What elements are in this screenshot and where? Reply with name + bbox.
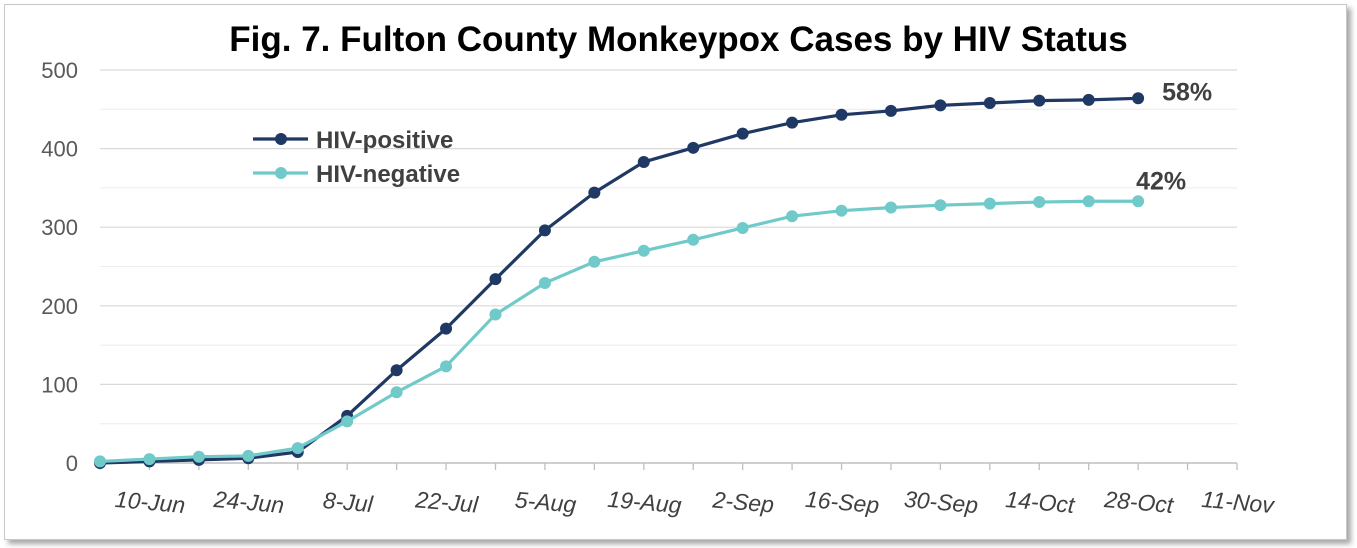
hiv-positive-point [538,224,551,237]
hiv-positive-point [983,97,996,110]
hiv-negative-line [99,199,1139,464]
hiv-negative-point [1033,196,1046,209]
hiv-positive-point [736,127,749,140]
hiv-negative-point [242,449,255,462]
hiv-negative-point [143,453,156,466]
hiv-negative-point [884,201,897,214]
x-tick-label: 24-Jun [212,486,285,518]
hiv-positive-point [1082,93,1095,106]
hiv-positive-point [1033,94,1046,107]
hiv-negative-point [588,255,601,268]
legend-marker-hiv-negative [275,167,287,179]
hiv-positive-point [934,99,947,112]
hiv-negative-end-label: 42% [1136,167,1186,195]
y-tick-label: 100 [41,372,78,397]
hiv-positive-point [588,186,601,199]
hiv-negative-point [687,233,700,246]
y-tick-label: 200 [41,294,78,319]
hiv-positive-point [489,273,502,286]
hiv-positive-point [687,141,700,154]
x-tick-label: 8-Jul [322,487,375,517]
y-tick-label: 500 [41,58,78,83]
hiv-positive-end-label: 58% [1162,78,1212,106]
y-tick-label: 400 [41,137,78,162]
x-tick-label: 11-Nov [1200,486,1276,518]
hiv-positive-point [1132,92,1145,105]
chart-title: Fig. 7. Fulton County Monkeypox Cases by… [229,20,1128,59]
hiv-negative-point [1082,195,1095,208]
hiv-negative-point [983,197,996,210]
x-tick-label: 5-Aug [514,486,578,517]
x-tick-label: 22-Jul [413,486,480,518]
hiv-positive-point [440,322,453,335]
gridlines [100,69,1237,425]
x-tick-label: 14-Oct [1004,486,1077,518]
legend-label-hiv-positive: HIV-positive [316,127,453,154]
legend-marker-hiv-positive [275,133,287,145]
legend: HIV-positive HIV-negative [253,127,460,188]
x-tick-label: 28-Oct [1102,486,1176,518]
hiv-positive-line [99,96,1139,465]
hiv-positive-point [390,364,403,377]
hiv-negative-point [786,210,799,223]
hiv-negative-point [489,308,502,321]
x-axis: 10-Jun 24-Jun 8-Jul 22-Jul 5-Aug 19-Aug 2-Sep 1… [99,462,1276,518]
hiv-negative-point [835,204,848,217]
hiv-negative-point [192,450,205,463]
hiv-negative-point [934,199,947,212]
hiv-positive-point [884,104,897,117]
y-tick-label: 300 [41,215,78,240]
hiv-negative-point [1132,195,1145,208]
hiv-negative-point [341,415,354,428]
hiv-negative-point [440,360,453,373]
y-tick-label: 0 [66,451,78,476]
x-tick-label: 2-Sep [711,486,776,517]
hiv-positive-point [835,108,848,121]
annotations: 58% 42% [1136,78,1212,195]
chart-frame [4,4,1347,540]
x-tick-label: 30-Sep [903,486,979,518]
series-group [94,92,1145,469]
legend-label-hiv-negative: HIV-negative [316,161,460,188]
hiv-positive-point [637,155,650,168]
hiv-negative-point [390,386,403,399]
x-tick-label: 16-Sep [804,486,880,518]
hiv-positive-point [786,116,799,129]
y-axis-ticks: 0 100 200 300 400 500 [41,58,78,476]
hiv-negative-point [637,244,650,257]
hiv-negative-point [94,455,106,468]
hiv-negative-point [538,277,551,290]
x-tick-label: 19-Aug [606,486,682,518]
x-tick-label: 10-Jun [114,486,186,518]
hiv-negative-point [291,442,304,455]
hiv-negative-point [736,221,749,234]
